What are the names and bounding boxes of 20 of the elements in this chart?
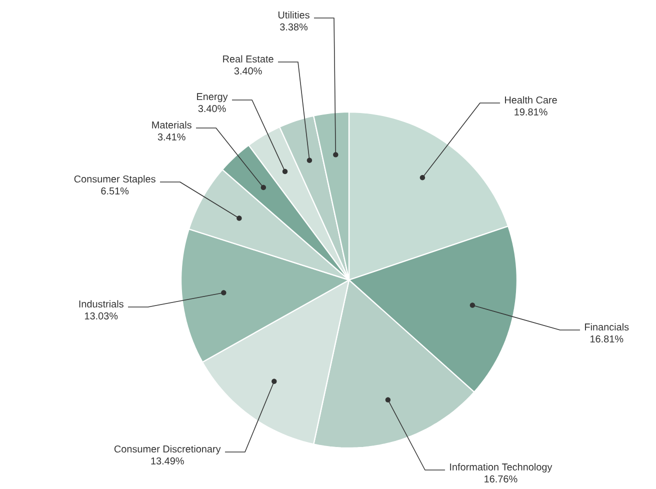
data-label: 6.51% [101, 187, 129, 194]
slice-label: Information Technology [450, 463, 552, 472]
slice-label: Consumer Staples [74, 175, 156, 184]
slice-label: Consumer Discretionary [114, 445, 221, 454]
data-label: 13.49% [151, 457, 184, 464]
slice-label: Materials [152, 121, 192, 129]
data-label: 19.81% [514, 108, 548, 116]
data-label: 16.81% [590, 335, 624, 342]
slice-label: Utilities [278, 11, 310, 18]
data-label: 3.40% [198, 105, 226, 112]
data-label: 3.38% [280, 23, 308, 30]
slice-label: Real Estate [223, 55, 274, 62]
data-label: 3.40% [234, 67, 262, 74]
slice-label: Financials [585, 323, 629, 331]
slice-label: Energy [197, 93, 228, 102]
slice-label: Industrials [79, 300, 124, 308]
data-label: 3.41% [158, 133, 186, 140]
data-label: 13.03% [84, 312, 118, 320]
slice-label: Health Care [505, 96, 557, 104]
data-label: 16.76% [484, 475, 518, 482]
